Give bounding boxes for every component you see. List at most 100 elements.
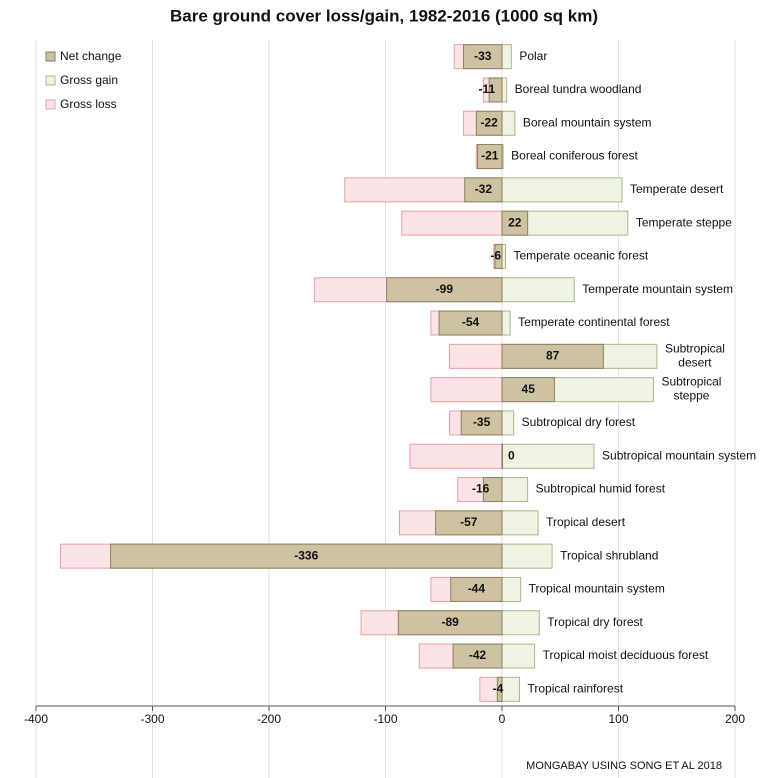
category-label-line: steppe <box>673 389 709 403</box>
legend-swatch <box>45 99 56 110</box>
legend-swatch <box>45 75 56 86</box>
data-label: 0 <box>508 448 515 462</box>
category-label: Polar <box>519 49 547 63</box>
category-label-line: Subtropical <box>661 375 721 389</box>
bar <box>501 443 503 469</box>
data-label: -89 <box>441 615 459 629</box>
category-label: Tropical desert <box>546 515 626 529</box>
bar <box>110 543 503 569</box>
x-tick-label: -100 <box>373 712 397 726</box>
category-label: Temperate desert <box>630 182 724 196</box>
category-label: Boreal mountain system <box>523 115 652 129</box>
x-tick-label: -400 <box>24 712 48 726</box>
category-label: Tropical moist deciduous forest <box>543 648 709 662</box>
data-label: -44 <box>468 582 486 596</box>
category-label: Temperate continental forest <box>518 315 670 329</box>
bar <box>450 576 503 602</box>
bar <box>501 110 516 136</box>
category-label: Tropical mountain system <box>529 582 665 596</box>
data-label: -4 <box>493 682 504 696</box>
chart-title: Bare ground cover loss/gain, 1982-2016 (… <box>170 6 598 25</box>
data-label: -21 <box>481 149 499 163</box>
bar <box>501 510 539 536</box>
data-label: -336 <box>294 548 318 562</box>
bar <box>401 210 503 236</box>
bar <box>435 510 503 536</box>
bar <box>501 44 512 70</box>
category-label: Subtropical dry forest <box>522 415 636 429</box>
data-label: -33 <box>474 49 492 63</box>
data-label: -42 <box>469 648 487 662</box>
x-tick-label: -300 <box>140 712 164 726</box>
category-label: Subtropical steppe <box>661 375 721 403</box>
data-label: -54 <box>462 315 480 329</box>
bar <box>477 144 503 170</box>
category-label: Temperate mountain system <box>582 282 733 296</box>
bar <box>496 676 503 702</box>
bar <box>501 543 553 569</box>
bar <box>409 443 503 469</box>
bar <box>488 77 503 103</box>
bar <box>386 277 503 303</box>
category-label: Subtropical mountain system <box>602 448 756 462</box>
category-label-line: Subtropical <box>665 342 725 356</box>
category-label: Tropical rainforest <box>527 682 623 696</box>
bar <box>501 477 529 503</box>
category-label: Tropical shrubland <box>560 548 658 562</box>
x-tick-label: 100 <box>608 712 628 726</box>
bar <box>501 643 536 669</box>
data-label: -57 <box>460 515 478 529</box>
category-label-line: desert <box>678 356 712 370</box>
category-label: Boreal tundra woodland <box>515 82 642 96</box>
data-label: -22 <box>481 115 499 129</box>
data-label: -99 <box>436 282 454 296</box>
category-label: Subtropical humid forest <box>536 482 666 496</box>
data-label: 22 <box>508 215 522 229</box>
category-label: Subtropical desert <box>665 342 725 370</box>
bar <box>397 610 503 636</box>
data-label: -16 <box>472 482 490 496</box>
bar <box>501 77 508 103</box>
category-label: Tropical dry forest <box>547 615 643 629</box>
bar <box>430 377 503 403</box>
data-label: -6 <box>490 249 501 263</box>
bar <box>501 243 506 269</box>
bar <box>501 310 511 336</box>
bar <box>501 676 520 702</box>
bar <box>463 44 503 70</box>
legend-label: Net change <box>60 49 122 63</box>
bar <box>501 177 623 203</box>
legend-label: Gross loss <box>60 97 117 111</box>
bar <box>449 343 503 369</box>
data-label: -35 <box>473 415 491 429</box>
category-label: Temperate oceanic forest <box>513 249 648 263</box>
bar <box>501 210 529 236</box>
bar <box>501 377 555 403</box>
x-tick-label: 200 <box>725 712 745 726</box>
bar <box>460 410 503 436</box>
bar <box>501 343 604 369</box>
bar <box>452 643 503 669</box>
legend-swatch <box>45 51 56 62</box>
bar <box>464 177 503 203</box>
data-label: -32 <box>475 182 493 196</box>
x-tick-label: -200 <box>257 712 281 726</box>
bar <box>494 243 503 269</box>
bar <box>438 310 503 336</box>
category-label: Boreal coniferous forest <box>511 149 638 163</box>
category-label: Temperate steppe <box>636 215 732 229</box>
x-tick-label: 0 <box>499 712 506 726</box>
bar <box>501 277 575 303</box>
bar <box>501 410 515 436</box>
data-label: 87 <box>546 349 560 363</box>
source-note: MONGABAY USING SONG ET AL 2018 <box>526 760 722 772</box>
data-label: 45 <box>522 382 536 396</box>
data-label: -11 <box>478 82 495 96</box>
legend-label: Gross gain <box>60 73 118 87</box>
bar <box>475 110 503 136</box>
bar <box>501 576 522 602</box>
bar <box>482 477 503 503</box>
bar <box>501 610 540 636</box>
bar <box>501 443 595 469</box>
